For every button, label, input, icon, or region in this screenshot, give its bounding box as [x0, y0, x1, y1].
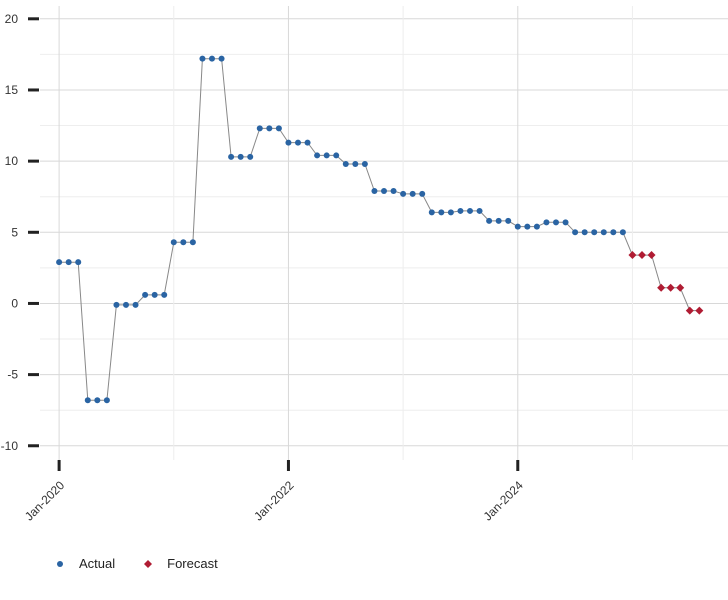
actual-point[interactable] [600, 229, 607, 236]
actual-point[interactable] [180, 239, 187, 246]
y-tick-label: -10 [1, 439, 19, 453]
actual-point[interactable] [103, 397, 110, 404]
actual-point[interactable] [467, 207, 473, 214]
actual-point[interactable] [505, 217, 512, 224]
actual-point[interactable] [75, 259, 82, 266]
forecast-point[interactable] [695, 306, 704, 315]
actual-point[interactable] [56, 259, 63, 266]
legend-item-forecast[interactable]: Forecast [143, 556, 218, 571]
actual-point[interactable] [84, 397, 91, 404]
actual-point[interactable] [113, 301, 120, 308]
grid-lines [40, 6, 728, 460]
actual-point[interactable] [123, 301, 129, 308]
actual-point[interactable] [285, 139, 292, 146]
y-tick-label: 20 [5, 12, 19, 26]
actual-point[interactable] [495, 217, 502, 224]
diamond-marker-icon [143, 559, 153, 569]
actual-point[interactable] [333, 152, 340, 159]
actual-point[interactable] [524, 223, 531, 230]
actual-point[interactable] [533, 223, 540, 230]
actual-point[interactable] [314, 152, 321, 159]
y-tick-label: 5 [11, 225, 18, 239]
legend: Actual Forecast [55, 556, 246, 571]
actual-point[interactable] [543, 219, 550, 226]
actual-point[interactable] [342, 160, 349, 167]
series-group [56, 55, 704, 404]
actual-point[interactable] [161, 291, 168, 298]
actual-point[interactable] [170, 239, 177, 246]
actual-point[interactable] [400, 190, 407, 197]
x-tick-label: Jan-2020 [22, 478, 68, 524]
actual-point[interactable] [486, 217, 493, 224]
legend-item-actual[interactable]: Actual [55, 556, 115, 571]
actual-point[interactable] [514, 223, 521, 230]
actual-point[interactable] [151, 291, 158, 298]
actual-point[interactable] [228, 153, 235, 160]
actual-point[interactable] [94, 397, 101, 404]
actual-point[interactable] [428, 209, 435, 216]
actual-point[interactable] [591, 229, 598, 236]
y-tick-label: 0 [11, 296, 18, 310]
x-tick-label: Jan-2022 [251, 478, 297, 524]
actual-point[interactable] [553, 219, 559, 226]
actual-point[interactable] [390, 188, 397, 195]
forecast-point[interactable] [666, 283, 675, 292]
actual-point[interactable] [438, 209, 445, 216]
forecast-point[interactable] [647, 251, 656, 260]
forecast-point[interactable] [676, 283, 685, 292]
x-tick-label: Jan-2024 [481, 478, 527, 524]
y-tick-label: 10 [5, 154, 19, 168]
y-tick-label: 15 [5, 83, 19, 97]
actual-point[interactable] [209, 55, 215, 62]
actual-point[interactable] [562, 219, 569, 226]
actual-point[interactable] [361, 160, 368, 167]
actual-point[interactable] [304, 139, 311, 146]
actual-point[interactable] [237, 153, 244, 160]
actual-point[interactable] [610, 229, 617, 236]
actual-point[interactable] [352, 160, 359, 167]
actual-point[interactable] [275, 125, 282, 132]
forecast-point[interactable] [638, 251, 646, 260]
actual-point[interactable] [581, 229, 588, 236]
actual-point[interactable] [189, 239, 196, 246]
actual-point[interactable] [65, 259, 72, 266]
actual-point[interactable] [295, 139, 301, 146]
actual-point[interactable] [619, 229, 626, 236]
actual-point[interactable] [381, 188, 387, 195]
actual-point[interactable] [323, 152, 330, 159]
actual-point[interactable] [457, 207, 464, 214]
actual-point[interactable] [572, 229, 579, 236]
circle-marker-icon [55, 559, 65, 569]
actual-point[interactable] [419, 190, 426, 197]
legend-label-forecast: Forecast [167, 556, 218, 571]
actual-point[interactable] [447, 209, 454, 216]
actual-point[interactable] [476, 207, 483, 214]
actual-point[interactable] [142, 291, 149, 298]
actual-point[interactable] [247, 153, 254, 160]
actual-point[interactable] [199, 55, 206, 62]
x-axis: Jan-2020 Jan-2022 Jan-2024 [22, 460, 526, 524]
y-tick-label: -5 [7, 368, 18, 382]
forecast-point[interactable] [685, 306, 694, 315]
actual-point[interactable] [266, 125, 273, 132]
actual-point[interactable] [409, 190, 416, 197]
y-axis: 20 15 10 5 0 -5 -10 [1, 12, 39, 453]
actual-point[interactable] [132, 301, 139, 308]
actual-point[interactable] [371, 188, 378, 195]
actual-point[interactable] [218, 55, 225, 62]
legend-label-actual: Actual [79, 556, 116, 571]
actual-point[interactable] [256, 125, 263, 132]
forecast-point[interactable] [657, 283, 666, 292]
forecast-point[interactable] [628, 251, 637, 260]
